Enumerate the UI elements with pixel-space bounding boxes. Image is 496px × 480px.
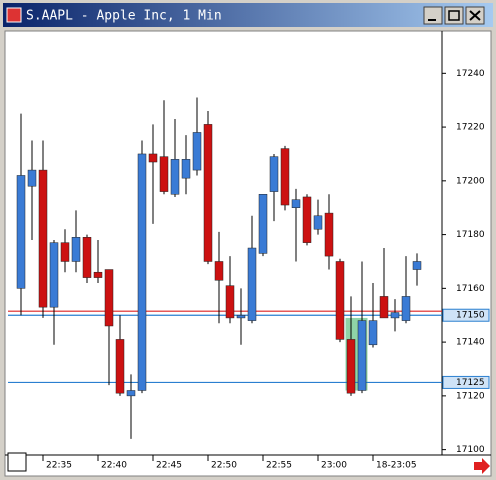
x-tick-label: 22:45 bbox=[156, 461, 182, 471]
y-tick-label: 17160 bbox=[456, 284, 485, 294]
candle-body bbox=[269, 156, 279, 192]
candle-body bbox=[368, 320, 378, 346]
x-tick-label: 22:35 bbox=[46, 461, 72, 471]
title-bar bbox=[3, 3, 493, 27]
window-title: S.AAPL - Apple Inc, 1 Min bbox=[26, 9, 222, 24]
y-tick-label: 17120 bbox=[456, 391, 485, 401]
candle-body bbox=[126, 390, 136, 397]
y-tick-label: 17200 bbox=[456, 176, 485, 186]
y-tick-label: 17240 bbox=[456, 69, 485, 79]
candle-body bbox=[280, 148, 290, 206]
minimize-button[interactable] bbox=[423, 6, 443, 25]
x-tick-label: 23:00 bbox=[321, 461, 347, 471]
candle-body bbox=[335, 261, 345, 340]
scroll-arrow[interactable] bbox=[474, 458, 490, 474]
candle-body bbox=[49, 242, 59, 308]
x-tick-label: 22:50 bbox=[211, 461, 237, 471]
candle-body bbox=[181, 159, 191, 179]
candle-body bbox=[324, 212, 334, 257]
candle-body bbox=[148, 153, 158, 163]
candle-body bbox=[401, 296, 411, 321]
corner-box[interactable] bbox=[7, 452, 27, 472]
candle-body bbox=[291, 199, 301, 208]
app-icon bbox=[6, 7, 22, 23]
candle-body bbox=[214, 261, 224, 281]
candle-body bbox=[203, 124, 213, 262]
candle-body bbox=[82, 237, 92, 278]
candle-body bbox=[412, 261, 422, 270]
candle-body bbox=[93, 271, 103, 278]
candle-body bbox=[346, 339, 356, 394]
maximize-button[interactable] bbox=[444, 6, 464, 25]
candle-body bbox=[192, 132, 202, 171]
candle-body bbox=[313, 215, 323, 230]
candle-body bbox=[236, 314, 246, 319]
x-tick-label: 18-23:05 bbox=[376, 461, 417, 471]
y-tick-label: 17220 bbox=[456, 123, 485, 133]
candle-body bbox=[302, 196, 312, 243]
x-tick-label: 22:55 bbox=[266, 461, 292, 471]
candle-body bbox=[170, 159, 180, 195]
candle-body bbox=[27, 169, 37, 187]
candle-body bbox=[225, 285, 235, 319]
candle-body bbox=[379, 296, 389, 319]
candle-body bbox=[38, 169, 48, 308]
candle-body bbox=[159, 156, 169, 192]
price-label-box bbox=[442, 308, 490, 322]
price-label-box bbox=[442, 375, 490, 389]
candle-body bbox=[16, 175, 26, 289]
candle-body bbox=[115, 339, 125, 394]
candle-body bbox=[357, 320, 367, 391]
candle-body bbox=[247, 247, 257, 321]
candle-body bbox=[390, 312, 400, 319]
price-label: 17150 bbox=[456, 311, 485, 321]
y-tick-label: 17180 bbox=[456, 230, 485, 240]
x-tick-label: 22:40 bbox=[101, 461, 127, 471]
candle-body bbox=[137, 153, 147, 391]
candle-body bbox=[60, 242, 70, 262]
candle-body bbox=[71, 237, 81, 262]
window-buttons[interactable] bbox=[423, 6, 485, 25]
y-tick-label: 17100 bbox=[456, 445, 485, 455]
y-tick-label: 17140 bbox=[456, 338, 485, 348]
candle-body bbox=[104, 269, 114, 327]
price-label: 17125 bbox=[456, 378, 485, 388]
candle-body bbox=[258, 194, 268, 254]
